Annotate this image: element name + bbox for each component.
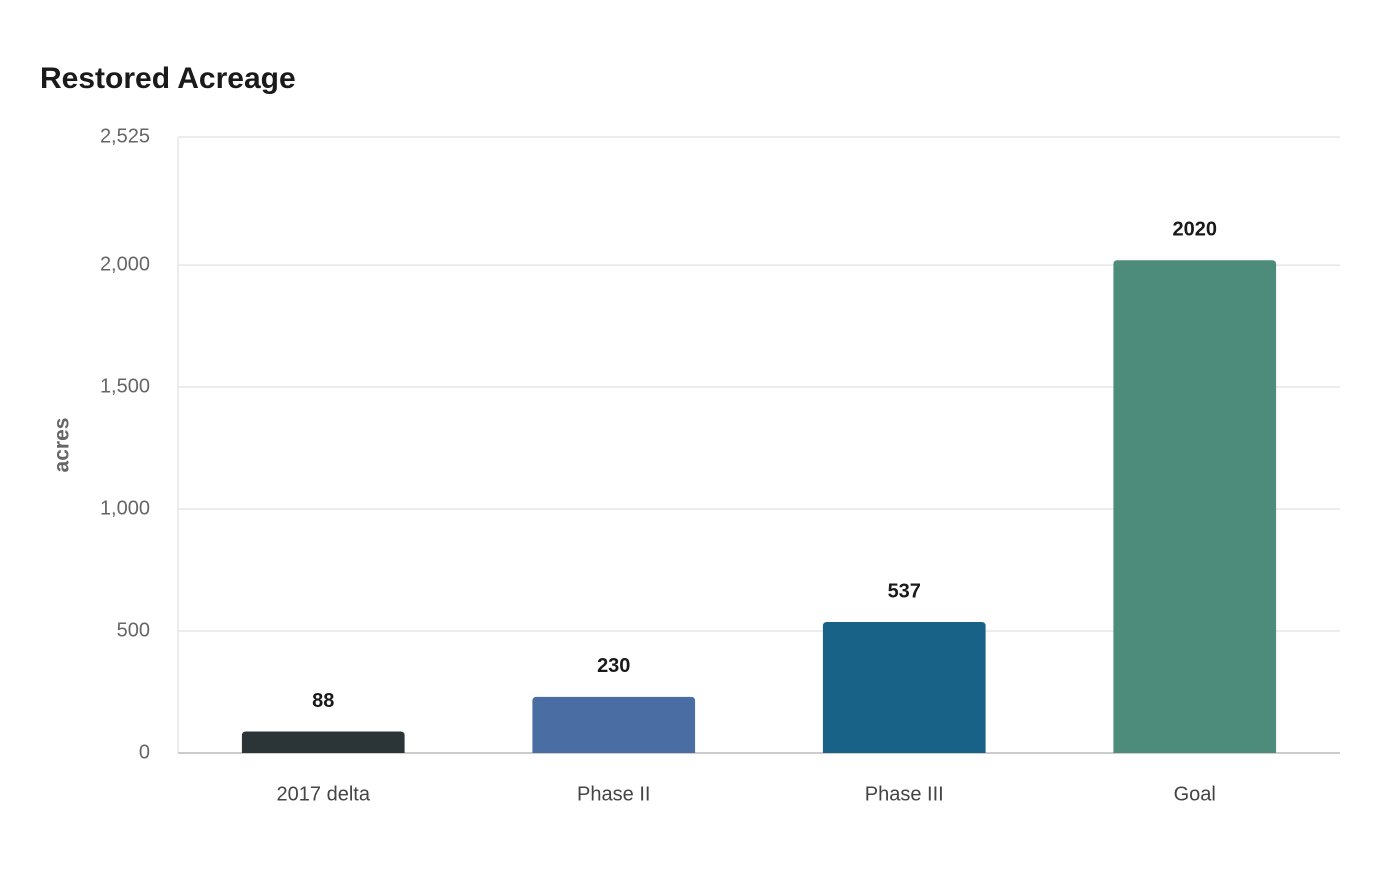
data-label: 88 (312, 690, 334, 712)
x-tick-label: Goal (1174, 783, 1216, 805)
y-tick-label: 1,000 (100, 497, 150, 519)
bar (1113, 260, 1277, 753)
data-label: 2020 (1173, 218, 1218, 240)
y-tick-label: 2,000 (100, 253, 150, 275)
x-tick-label: 2017 delta (277, 783, 371, 805)
bar (822, 621, 986, 753)
chart-title: Restored Acreage (40, 62, 296, 95)
data-label: 230 (597, 655, 630, 677)
bar (532, 696, 696, 753)
x-tick-label: Phase II (577, 783, 650, 805)
x-tick-label: Phase III (865, 783, 944, 805)
y-tick-label: 500 (117, 619, 150, 641)
data-label: 537 (888, 580, 921, 602)
y-tick-label: 1,500 (100, 375, 150, 397)
bar (241, 731, 405, 753)
y-tick-label: 2,525 (100, 125, 150, 147)
y-axis-label: acres (51, 418, 74, 473)
y-tick-label: 0 (139, 741, 150, 763)
